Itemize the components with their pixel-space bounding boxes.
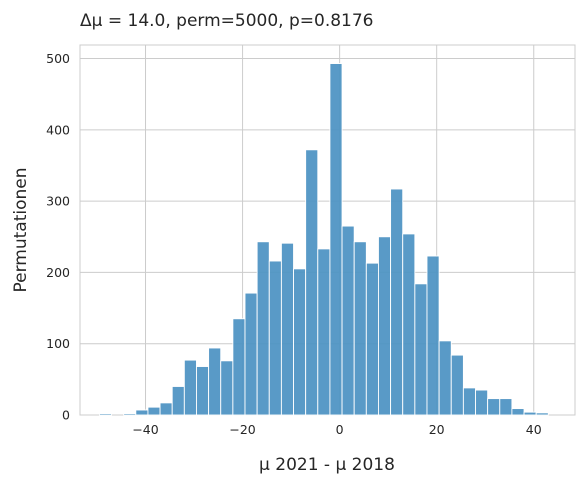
histogram-bar xyxy=(220,360,234,416)
histogram-bar xyxy=(98,413,112,416)
histogram-bar xyxy=(475,389,489,416)
histogram-bar xyxy=(135,409,149,416)
histogram-bar xyxy=(365,262,379,416)
x-tick-label: −20 xyxy=(229,422,255,437)
y-tick-label: 0 xyxy=(62,408,70,423)
histogram-bar xyxy=(123,413,137,416)
histogram-bar xyxy=(353,241,367,416)
y-tick-label: 300 xyxy=(46,194,70,209)
histogram-bar xyxy=(232,318,246,416)
x-tick-label: 20 xyxy=(429,422,445,437)
histogram-bar xyxy=(523,411,537,416)
histogram-bar xyxy=(402,233,416,416)
histogram-bar xyxy=(511,408,525,416)
histogram-bar xyxy=(183,359,197,416)
histogram-bar xyxy=(535,412,549,416)
histogram-bar xyxy=(268,260,282,416)
histogram-bar xyxy=(317,248,331,416)
histogram-bar xyxy=(196,366,210,416)
x-axis-label: μ 2021 - μ 2018 xyxy=(259,455,395,475)
histogram-bar xyxy=(329,63,343,416)
histogram-bar xyxy=(426,255,440,416)
x-tick-label: 40 xyxy=(526,422,542,437)
histogram-bar xyxy=(159,402,173,416)
histogram-bar xyxy=(499,398,513,416)
x-tick-label: −40 xyxy=(132,422,158,437)
histogram-bar xyxy=(305,149,319,416)
chart-title: Δμ = 14.0, perm=5000, p=0.8176 xyxy=(80,11,374,31)
histogram-bar xyxy=(438,340,452,416)
histogram-bar xyxy=(450,354,464,416)
histogram-bar xyxy=(293,268,307,416)
histogram-bar xyxy=(390,188,404,416)
histogram-bar xyxy=(414,283,428,416)
x-tick-label: 0 xyxy=(336,422,344,437)
histogram-bar xyxy=(462,387,476,416)
y-axis-label: Permutationen xyxy=(11,167,31,292)
histogram-bar xyxy=(244,292,258,416)
y-tick-label: 400 xyxy=(46,122,70,137)
histogram-bar xyxy=(341,225,355,416)
histogram-bar xyxy=(147,406,161,416)
histogram-bars xyxy=(98,63,549,416)
histogram-bar xyxy=(378,236,392,416)
y-tick-labels: 0 100 200 300 400 500 xyxy=(46,51,70,422)
histogram-bar xyxy=(208,347,222,416)
histogram-bar xyxy=(171,386,185,416)
x-tick-labels: −40 −20 0 20 40 xyxy=(132,422,541,437)
histogram-bar xyxy=(280,242,294,416)
histogram-bar xyxy=(256,241,270,416)
histogram-bar xyxy=(487,398,501,416)
y-tick-label: 200 xyxy=(46,265,70,280)
y-tick-label: 100 xyxy=(46,336,70,351)
y-tick-label: 500 xyxy=(46,51,70,66)
